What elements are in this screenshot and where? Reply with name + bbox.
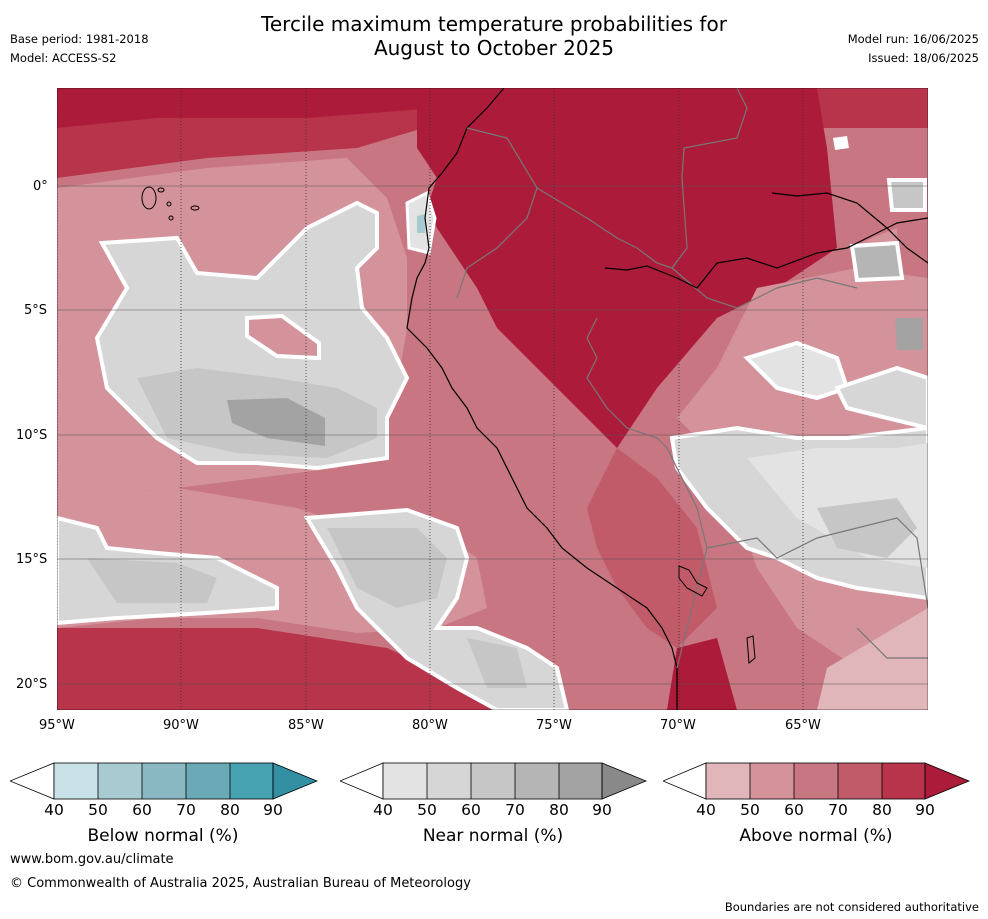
colorbar-near-swatch-6 (601, 762, 648, 800)
lon-label-90w: 90°W (163, 718, 199, 733)
near-tick-90: 90 (592, 801, 612, 819)
title-line-2: August to October 2025 (373, 36, 615, 60)
colorbar-near-swatch-5 (559, 763, 602, 799)
field-above-40-southeast (817, 608, 928, 710)
colorbar-near-swatch-1 (383, 763, 427, 799)
lake-titicaca (678, 565, 708, 597)
near-normal-60-south-2 (467, 638, 527, 688)
colorbar-below-swatch-0 (10, 762, 55, 800)
below-tick-40: 40 (44, 801, 64, 819)
colorbar-near-swatch-2 (427, 763, 471, 799)
below-tick-50: 50 (88, 801, 108, 819)
near-tick-60: 60 (461, 801, 481, 819)
below-normal-label: Below normal (%) (87, 826, 239, 846)
colorbar-above-swatch-6 (924, 762, 971, 800)
lat-label-10s: 10°S (16, 428, 48, 443)
colorbar-below-swatch-4 (186, 763, 230, 799)
issued-date: Issued: 18/06/2025 (868, 51, 979, 65)
below-normal-coast (417, 214, 425, 233)
lat-label-15s: 15°S (16, 552, 48, 567)
field-above-70-andes (587, 448, 717, 648)
near-normal-80-west (227, 398, 325, 446)
near-tick-40: 40 (373, 801, 393, 819)
near-normal-60-south (327, 528, 447, 608)
colorbar-below-swatch-6 (272, 762, 318, 800)
below-tick-60: 60 (132, 801, 152, 819)
field-above-90-continent (417, 88, 837, 448)
below-tick-80: 80 (220, 801, 240, 819)
galapagos-islands (141, 186, 200, 221)
above-tick-90: 90 (915, 801, 935, 819)
near-tick-50: 50 (417, 801, 437, 819)
near-normal-60-southwest (87, 558, 217, 603)
coastline (406, 88, 678, 710)
near-normal-north-east-2 (849, 240, 905, 283)
probability-map (57, 88, 928, 710)
colorbar-above-swatch-4 (838, 763, 882, 799)
website-link[interactable]: www.bom.gov.au/climate (10, 852, 174, 867)
colorbar-above-normal (663, 762, 971, 800)
near-tick-70: 70 (505, 801, 525, 819)
colorbar-near-swatch-4 (515, 763, 559, 799)
colorbar-above-swatch-3 (794, 763, 838, 799)
colorbar-above-swatch-0 (663, 762, 707, 800)
near-normal-east-2 (834, 365, 928, 431)
near-normal-80-east (895, 318, 923, 350)
colorbar-below-swatch-1 (54, 763, 98, 799)
field-above-90-south (667, 638, 737, 710)
model-run: Model run: 16/06/2025 (847, 32, 979, 46)
lat-label-20s: 20°S (16, 677, 48, 692)
base-period: Base period: 1981-2018 (10, 32, 149, 46)
colorbar-near-normal (340, 762, 648, 800)
field-above-80-south (57, 628, 507, 710)
lat-label-0: 0° (33, 179, 48, 194)
latitude-gridlines (57, 185, 928, 685)
amazon-river (604, 217, 928, 289)
colorbar-below-normal (10, 762, 318, 800)
near-normal-northeast (886, 178, 927, 212)
lat-label-5s: 5°S (24, 303, 48, 318)
copyright-notice: © Commonwealth of Australia 2025, Austra… (10, 876, 471, 891)
colorbar-below-swatch-5 (230, 763, 273, 799)
lon-label-80w: 80°W (412, 718, 448, 733)
above-tick-50: 50 (740, 801, 760, 819)
map-title: Tercile maximum temperature probabilitie… (0, 12, 988, 60)
lake-poopo (746, 635, 756, 665)
white-spot-northeast (833, 136, 849, 150)
title-line-1: Tercile maximum temperature probabilitie… (261, 12, 727, 36)
boundaries-disclaimer: Boundaries are not considered authoritat… (724, 900, 979, 914)
near-tick-80: 80 (549, 801, 569, 819)
above-tick-80: 80 (872, 801, 892, 819)
colorbar-above-swatch-5 (882, 763, 925, 799)
colorbar-below-swatch-3 (142, 763, 186, 799)
above-tick-60: 60 (784, 801, 804, 819)
colorbar-near-swatch-0 (340, 762, 384, 800)
colorbar-above-swatch-2 (750, 763, 794, 799)
model-name: Model: ACCESS-S2 (10, 51, 117, 65)
field-above-90-north (57, 88, 437, 128)
above-normal-island (245, 313, 321, 361)
rio-negro (771, 192, 928, 264)
colorbar-near-swatch-3 (471, 763, 515, 799)
lon-label-75w: 75°W (536, 718, 572, 733)
below-tick-90: 90 (263, 801, 283, 819)
above-tick-70: 70 (828, 801, 848, 819)
above-normal-label: Above normal (%) (739, 826, 893, 846)
country-borders (456, 88, 928, 669)
colorbar-above-swatch-1 (706, 763, 750, 799)
colorbar-below-swatch-2 (98, 763, 142, 799)
lon-label-65w: 65°W (785, 718, 821, 733)
near-normal-label: Near normal (%) (422, 826, 564, 846)
lon-label-95w: 95°W (39, 718, 75, 733)
lon-label-70w: 70°W (660, 718, 696, 733)
above-tick-40: 40 (696, 801, 716, 819)
near-normal-60-east (817, 498, 917, 558)
lon-label-85w: 85°W (288, 718, 324, 733)
below-tick-70: 70 (176, 801, 196, 819)
